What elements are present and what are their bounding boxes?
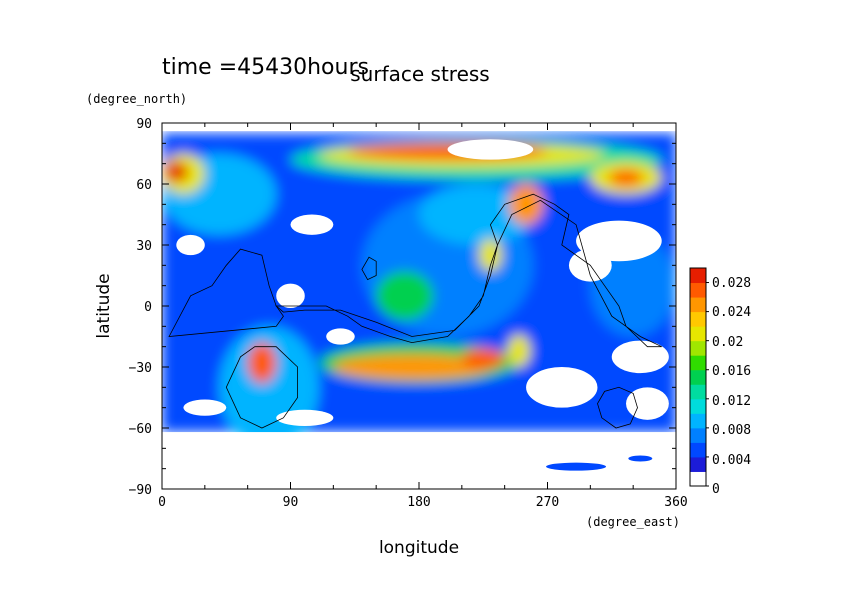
- chart-title: surface stress: [350, 62, 489, 86]
- y-tick-minus60: −60: [129, 422, 152, 437]
- colorbar-swatch: [690, 369, 706, 385]
- colorbar-label-0.016: 0.016: [712, 364, 751, 379]
- south-island-2: [628, 455, 653, 462]
- gap-7: [326, 328, 355, 345]
- coastline-contours: [168, 193, 662, 429]
- gap-6: [611, 340, 669, 374]
- gap-8: [183, 399, 227, 416]
- colorbar-swatch: [690, 355, 706, 371]
- coast-ring: [225, 346, 298, 429]
- ne-local-max: [508, 184, 544, 225]
- x-tick-90: 90: [283, 495, 299, 510]
- field-south-ring: [219, 326, 320, 449]
- y-tick-60: 60: [136, 178, 152, 193]
- south-band-east: [461, 348, 505, 370]
- colorbar-swatch: [690, 384, 706, 400]
- colorbar-label-0.004: 0.004: [712, 453, 751, 468]
- colorbar-swatch: [690, 427, 706, 443]
- colorbar-swatch: [690, 340, 706, 356]
- colorbar-swatch: [690, 326, 706, 342]
- colorbar-label-0.008: 0.008: [712, 423, 751, 438]
- y-unit-label: (degree_north): [86, 92, 187, 106]
- nw-high-core: [164, 161, 188, 182]
- colorbar-frame: [689, 267, 707, 487]
- south-band-core: [333, 354, 491, 380]
- coast-central: [275, 193, 662, 348]
- x-axis-label: longitude: [379, 538, 459, 558]
- colorbar-swatch: [690, 311, 706, 327]
- colorbar-swatch: [690, 442, 706, 458]
- x-tick-0: 0: [158, 495, 166, 510]
- colorbar-label-0.012: 0.012: [712, 394, 751, 409]
- colorbar-label-0.028: 0.028: [712, 276, 751, 291]
- coast-west: [168, 248, 284, 337]
- y-axis-label: latitude: [94, 273, 114, 338]
- y-tick-minus90: −90: [129, 483, 152, 498]
- colorbar-swatch: [690, 413, 706, 429]
- south-east-max: [507, 334, 531, 367]
- central-local-max: [478, 238, 502, 272]
- field-center-max: [376, 271, 434, 321]
- gap-10: [626, 387, 669, 420]
- y-tick-30: 30: [136, 239, 152, 254]
- gap-5: [276, 283, 305, 309]
- gap-1: [290, 214, 334, 235]
- colorbar-label-0.02: 0.02: [712, 335, 743, 350]
- y-tick-0: 0: [144, 300, 152, 315]
- gap-2: [176, 234, 205, 256]
- gap-11: [276, 409, 334, 426]
- colorbar-swatch: [690, 398, 706, 414]
- axis-ticks: [161, 122, 677, 490]
- gap-9: [526, 367, 598, 408]
- colorbar-swatch: [690, 471, 706, 487]
- colorbar-label-0: 0: [712, 482, 720, 497]
- colorbar-swatch: [690, 456, 706, 472]
- colorbar: [689, 267, 709, 487]
- x-tick-270: 270: [536, 495, 559, 510]
- south-ring-max: [247, 342, 277, 384]
- colorbar-label-0.024: 0.024: [712, 305, 751, 320]
- x-tick-180: 180: [407, 495, 430, 510]
- south-island: [546, 462, 607, 471]
- colorbar-swatch: [690, 268, 706, 284]
- x-tick-360: 360: [664, 495, 687, 510]
- x-unit-label: (degree_east): [586, 515, 680, 529]
- colorbar-swatch: [690, 297, 706, 313]
- ne-high-core: [608, 169, 644, 187]
- gap-north: [447, 139, 534, 160]
- time-header: time =45430hours: [162, 55, 369, 80]
- coast-small: [361, 256, 377, 281]
- coast-south-east: [597, 386, 638, 429]
- heatmap-field: [162, 123, 676, 489]
- colorbar-swatch: [690, 282, 706, 298]
- y-tick-90: 90: [136, 117, 152, 132]
- y-tick-minus30: −30: [129, 361, 152, 376]
